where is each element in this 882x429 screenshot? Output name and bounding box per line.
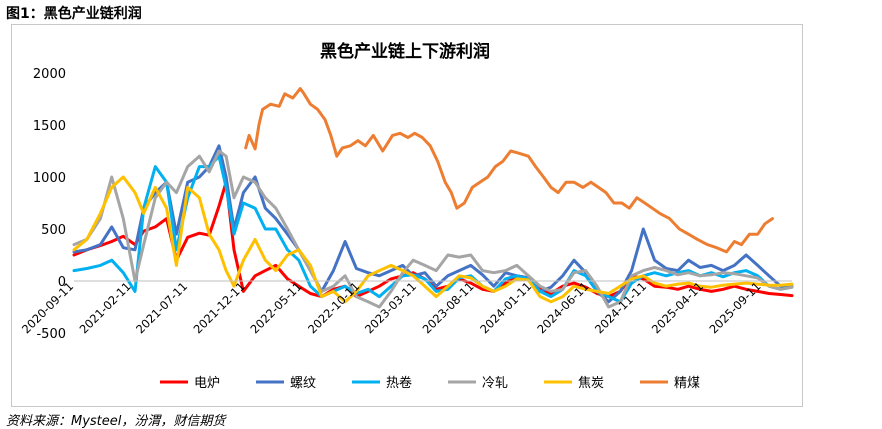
- x-tick-label: 2021-02-11: [77, 279, 134, 336]
- y-tick-label: 1000: [33, 171, 66, 186]
- series-line-精煤: [244, 87, 774, 254]
- chart-panel: 黑色产业链上下游利润 -500 0 500 1000 1500 2000 2020-09-…: [11, 24, 803, 407]
- chart-title: 黑色产业链上下游利润: [320, 41, 490, 62]
- legend-label: 焦炭: [578, 376, 604, 391]
- y-tick-label: -500: [36, 327, 66, 342]
- legend-label: 精煤: [674, 376, 700, 391]
- y-tick-label: 2000: [33, 67, 66, 82]
- x-tick-label: 2022-05-11: [247, 279, 304, 336]
- legend-label: 螺纹: [290, 376, 316, 391]
- legend-label: 电炉: [194, 376, 220, 391]
- source-note: 资料来源：Mysteel，汾渭，财信期货: [6, 414, 226, 429]
- y-tick-label: 500: [41, 223, 66, 238]
- series-line-热卷: [72, 154, 794, 304]
- y-tick-label: 0: [58, 275, 66, 290]
- x-tick-label: 2021-07-11: [133, 279, 190, 336]
- legend-label: 冷轧: [482, 376, 508, 391]
- y-tick-label: 1500: [33, 119, 66, 134]
- series-line-焦炭: [72, 175, 794, 304]
- x-tick-label: 2021-12-11: [191, 279, 248, 336]
- series-line-冷轧: [72, 149, 794, 309]
- series-line-电炉: [72, 180, 794, 299]
- figure-label: 图1：黑色产业链利润: [6, 6, 142, 22]
- legend-label: 热卷: [386, 375, 412, 391]
